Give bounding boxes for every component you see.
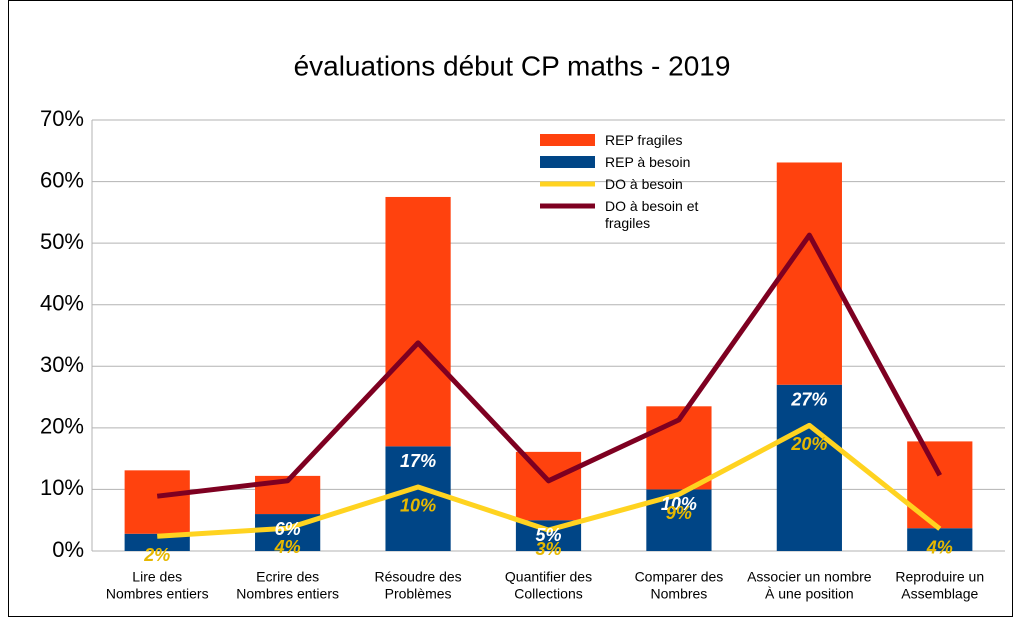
data-label: 5% bbox=[535, 525, 561, 545]
bar bbox=[385, 446, 451, 551]
bar bbox=[907, 441, 973, 529]
legend-entry: DO à besoin et fragiles bbox=[605, 198, 699, 231]
y-tick-label: 50% bbox=[40, 229, 84, 254]
data-label: 3% bbox=[535, 539, 561, 559]
y-tick-label: 20% bbox=[40, 414, 84, 439]
bar bbox=[124, 470, 190, 534]
y-tick-label: 40% bbox=[40, 291, 84, 316]
line-series bbox=[157, 422, 942, 539]
bar bbox=[515, 451, 582, 521]
x-tick-label: Ecrire des bbox=[256, 569, 319, 585]
x-tick-label: À une position bbox=[765, 586, 854, 602]
chart-title: évaluations début CP maths - 2019 bbox=[294, 50, 731, 81]
data-label: 6% bbox=[275, 519, 301, 539]
legend-entry: REP fragiles bbox=[605, 132, 683, 148]
x-tick-label: Reproduire un bbox=[895, 569, 984, 585]
y-tick-label: 0% bbox=[52, 537, 84, 562]
legend-swatch bbox=[540, 134, 595, 146]
data-label: 27% bbox=[790, 390, 827, 410]
legend-label: DO à besoin et fragiles bbox=[605, 198, 699, 231]
x-tick-label: Nombres bbox=[651, 586, 708, 602]
data-label: 9% bbox=[666, 503, 692, 523]
x-tick-label: Nombres entiers bbox=[106, 586, 209, 602]
x-tick-label: Assemblage bbox=[901, 586, 978, 602]
data-label: 2% bbox=[143, 545, 170, 565]
y-tick-label: 70% bbox=[40, 106, 84, 131]
x-tick-label: Problèmes bbox=[385, 586, 452, 602]
legend-swatch bbox=[540, 156, 595, 168]
x-tick-label: Lire des bbox=[132, 569, 182, 585]
x-tick-label: Collections bbox=[514, 586, 582, 602]
data-label: 17% bbox=[400, 451, 436, 471]
line-series bbox=[156, 232, 942, 499]
bar bbox=[776, 384, 842, 551]
data-label: 4% bbox=[274, 537, 301, 557]
x-tick-label: Quantifier des bbox=[505, 569, 592, 585]
x-tick-label: Associer un nombre bbox=[747, 569, 872, 585]
x-tick-label: Nombres entiers bbox=[236, 586, 339, 602]
legend-entry: DO à besoin bbox=[605, 176, 683, 192]
data-label: 4% bbox=[926, 538, 953, 558]
y-tick-label: 10% bbox=[40, 475, 84, 500]
data-label: 10% bbox=[661, 494, 697, 514]
bar bbox=[907, 528, 973, 551]
legend-label: REP fragiles bbox=[605, 132, 683, 148]
data-label: 10% bbox=[400, 496, 436, 516]
data-label: 20% bbox=[790, 434, 827, 454]
bar bbox=[124, 533, 190, 551]
y-tick-label: 60% bbox=[40, 167, 84, 192]
x-tick-label: Comparer des bbox=[635, 569, 724, 585]
legend-label: REP à besoin bbox=[605, 154, 691, 170]
bar bbox=[385, 196, 451, 447]
legend-label: DO à besoin bbox=[605, 176, 683, 192]
legend-entry: REP à besoin bbox=[605, 154, 691, 170]
y-tick-label: 30% bbox=[40, 352, 84, 377]
x-tick-label: Résoudre des bbox=[374, 569, 461, 585]
